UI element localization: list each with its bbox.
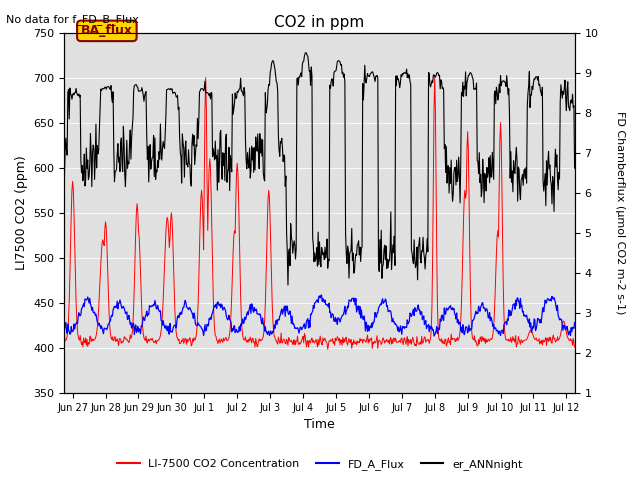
Text: No data for f_FD_B_Flux: No data for f_FD_B_Flux xyxy=(6,14,140,25)
Y-axis label: FD Chamberflux (μmol CO2 m-2 s-1): FD Chamberflux (μmol CO2 m-2 s-1) xyxy=(615,111,625,314)
X-axis label: Time: Time xyxy=(304,419,335,432)
Legend: LI-7500 CO2 Concentration, FD_A_Flux, er_ANNnight: LI-7500 CO2 Concentration, FD_A_Flux, er… xyxy=(113,455,527,474)
Text: BA_flux: BA_flux xyxy=(81,24,133,37)
Title: CO2 in ppm: CO2 in ppm xyxy=(275,15,365,30)
Y-axis label: LI7500 CO2 (ppm): LI7500 CO2 (ppm) xyxy=(15,156,28,270)
